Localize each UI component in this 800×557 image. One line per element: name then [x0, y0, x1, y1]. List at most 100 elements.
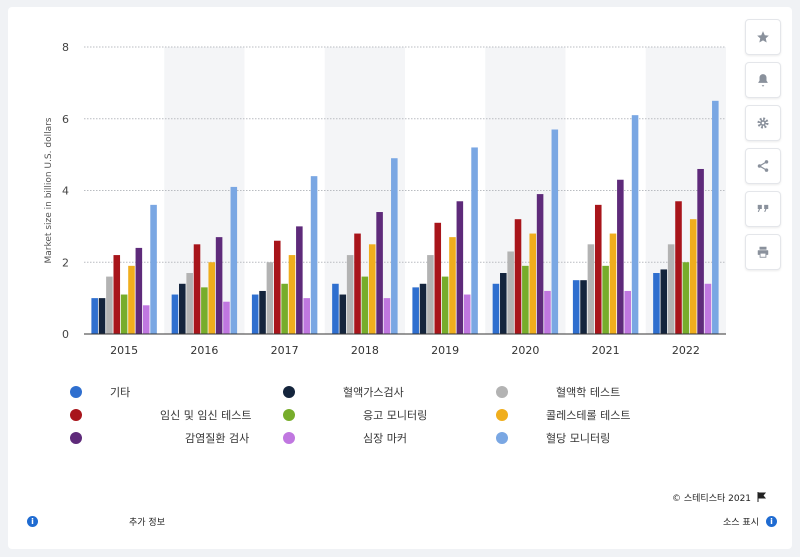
bar [303, 298, 310, 334]
bar [609, 233, 617, 334]
bar [273, 240, 281, 334]
bar [441, 276, 449, 334]
bar [456, 201, 464, 334]
legend-label: 감염질환 검사 [185, 432, 250, 445]
x-tick-label: 2018 [351, 344, 379, 357]
print-button[interactable] [745, 234, 781, 270]
legend-item[interactable]: 혈액학 테스트 [496, 382, 696, 402]
legend-item[interactable]: 혈액가스검사 [283, 382, 483, 402]
bar [419, 283, 427, 334]
x-tick-label: 2015 [110, 344, 138, 357]
legend-marker [496, 432, 508, 444]
bar [346, 255, 354, 334]
x-tick-label: 2019 [431, 344, 459, 357]
bar [697, 168, 704, 334]
bar [580, 280, 587, 334]
legend-label: 혈액가스검사 [343, 386, 404, 399]
bar [412, 287, 419, 334]
bar [120, 294, 128, 334]
legend-item[interactable]: 심장 마커 [283, 428, 483, 448]
cite-button[interactable] [745, 191, 781, 227]
legend-item[interactable]: 콜레스테롤 테스트 [496, 405, 696, 425]
favorite-button[interactable] [745, 19, 781, 55]
bar [383, 298, 391, 334]
bar [296, 226, 303, 334]
bar [631, 115, 639, 334]
bar [266, 262, 274, 334]
info-icon[interactable]: i [27, 516, 38, 527]
x-tick-label: 2016 [190, 344, 218, 357]
x-tick-label: 2017 [271, 344, 299, 357]
flag-icon [757, 492, 766, 502]
bar-chart: 0 2 4 6 8 2015 2016 2017 2018 2019 2020 2021 2022 Mar… [44, 41, 726, 357]
bar [208, 262, 216, 334]
legend-item[interactable]: 기타 [70, 382, 270, 402]
legend-marker [70, 409, 82, 421]
legend-label: 기타 [110, 386, 131, 399]
legend-marker [283, 409, 295, 421]
y-tick-label: 4 [62, 185, 69, 198]
bar [471, 147, 478, 334]
y-tick-label: 0 [62, 328, 69, 341]
bar [332, 283, 339, 334]
notification-button[interactable] [745, 62, 781, 98]
bar [368, 244, 376, 334]
bar [376, 212, 383, 334]
bar [128, 265, 135, 334]
bar [653, 273, 660, 334]
legend-label: 혈액학 테스트 [556, 386, 621, 399]
share-icon [757, 160, 769, 172]
print-icon [757, 246, 769, 258]
bar [150, 204, 157, 334]
bar [507, 251, 514, 334]
legend-label: 임신 및 임신 테스트 [160, 409, 252, 422]
bar [215, 237, 223, 334]
legend-label: 혈당 모니터링 [546, 432, 611, 445]
bell-icon [758, 74, 768, 87]
show-source-link[interactable]: 소스 표시 [723, 518, 759, 528]
bar [594, 204, 602, 334]
bar [602, 265, 609, 334]
bar [135, 247, 143, 334]
x-tick-label: 2021 [592, 344, 620, 357]
x-tick-label: 2022 [672, 344, 700, 357]
legend-label: 콜레스테롤 테스트 [546, 409, 631, 422]
share-button[interactable] [745, 148, 781, 184]
bar [288, 255, 296, 334]
legend-marker [70, 432, 82, 444]
bar [391, 158, 398, 334]
bar [339, 294, 347, 334]
bar [179, 283, 186, 334]
legend-item[interactable]: 임신 및 임신 테스트 [70, 405, 270, 425]
bar [91, 298, 98, 334]
gear-icon [757, 117, 769, 129]
bar [667, 244, 675, 334]
bar [551, 129, 559, 334]
bar [193, 244, 201, 334]
x-tick-label: 2020 [511, 344, 539, 357]
bar [171, 294, 179, 334]
legend-item[interactable]: 응고 모니터링 [283, 405, 483, 425]
legend-marker [283, 386, 295, 398]
bar [463, 294, 471, 334]
legend-item[interactable]: 혈당 모니터링 [496, 428, 696, 448]
bar [587, 244, 595, 334]
bar [354, 233, 361, 334]
bar [113, 255, 121, 334]
more-info-link[interactable]: 추가 정보 [129, 518, 165, 528]
bar [223, 301, 230, 334]
legend-item[interactable]: 감염질환 검사 [70, 428, 270, 448]
bar [310, 176, 318, 334]
bar [660, 269, 668, 334]
bar [361, 276, 369, 334]
settings-button[interactable] [745, 105, 781, 141]
copyright-credit[interactable]: © 스테티스타 2021 [672, 491, 767, 504]
source-info-icon[interactable]: i [766, 516, 777, 527]
bar [281, 283, 288, 334]
bar [544, 290, 551, 334]
bar [201, 287, 208, 334]
bar [98, 298, 106, 334]
bar [142, 305, 150, 334]
bar [251, 294, 259, 334]
y-tick-label: 8 [62, 41, 69, 54]
